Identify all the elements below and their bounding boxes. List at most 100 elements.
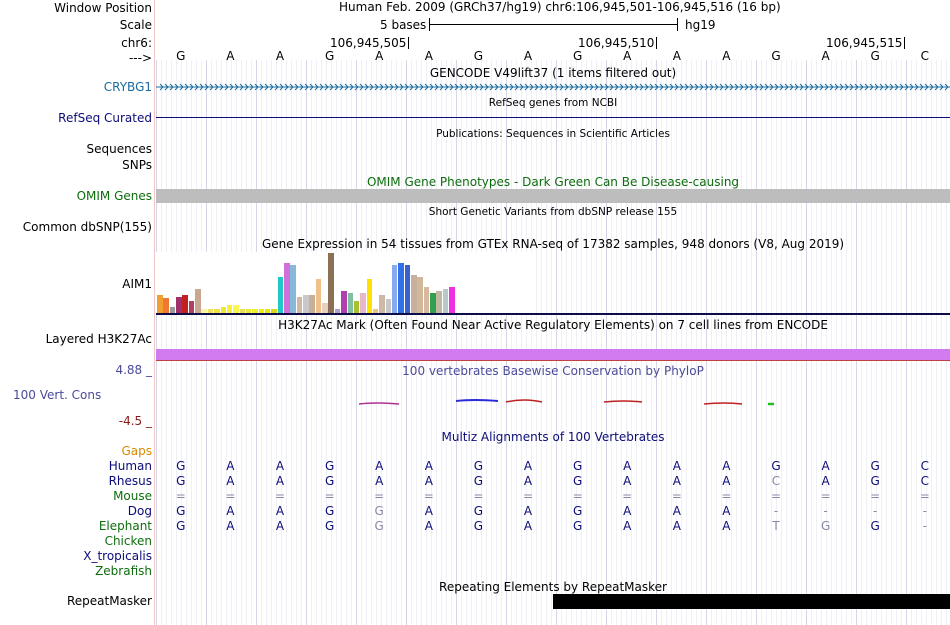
- species-label[interactable]: Elephant: [98, 519, 152, 533]
- gtex-tissue-bar[interactable]: [188, 301, 195, 313]
- gtex-tissue-bar[interactable]: [322, 303, 328, 313]
- gtex-gene-label[interactable]: AIM1: [122, 277, 152, 291]
- gtex-tissue-bar[interactable]: [341, 291, 347, 313]
- gtex-tissue-bar[interactable]: [404, 265, 411, 313]
- grid-line: [756, 60, 757, 625]
- scale-bar-right-tick: [677, 18, 678, 31]
- species-label[interactable]: Zebrafish: [95, 564, 152, 578]
- gtex-tissue-bar[interactable]: [277, 277, 284, 313]
- species-label[interactable]: Human: [108, 459, 152, 473]
- repeatmasker-label[interactable]: RepeatMasker: [66, 594, 152, 608]
- gencode-gene-label[interactable]: CRYBG1: [103, 80, 152, 94]
- gtex-tissue-bar[interactable]: [284, 263, 290, 313]
- h3k27ac-signal[interactable]: [156, 349, 950, 360]
- repeatmasker-track-title: Repeating Elements by RepeatMasker: [439, 580, 667, 594]
- aligned-base: G: [870, 519, 880, 533]
- gtex-tissue-bar[interactable]: [436, 291, 442, 313]
- window-position-label: Window Position: [54, 1, 152, 15]
- gtex-tissue-bar[interactable]: [353, 301, 360, 313]
- gtex-tissue-bar[interactable]: [430, 293, 436, 313]
- gtex-tissue-bar[interactable]: [366, 279, 373, 313]
- gtex-tissue-bar[interactable]: [252, 309, 258, 313]
- pubs-label-snps[interactable]: SNPs: [122, 158, 152, 172]
- grid-line: [666, 60, 667, 625]
- grid-line: [581, 60, 582, 625]
- gtex-tissue-bar[interactable]: [195, 289, 201, 313]
- gtex-expression-chart[interactable]: [156, 252, 536, 313]
- gtex-tissue-bar[interactable]: [360, 293, 366, 313]
- gtex-tissue-bar[interactable]: [309, 295, 315, 313]
- gtex-tissue-bar[interactable]: [423, 287, 430, 313]
- reference-base: G: [572, 49, 583, 63]
- gaps-label[interactable]: Gaps: [121, 444, 152, 458]
- scale-text: 5 bases: [380, 18, 427, 32]
- aligned-base: G: [473, 474, 484, 488]
- gtex-tissue-bar[interactable]: [417, 277, 423, 313]
- gtex-tissue-bar[interactable]: [290, 265, 296, 313]
- aligned-base: A: [523, 474, 533, 488]
- repeatmasker-feature[interactable]: [553, 594, 950, 609]
- species-label[interactable]: Rhesus: [108, 474, 152, 488]
- gtex-tissue-bar[interactable]: [449, 287, 455, 313]
- grid-line: [256, 60, 257, 625]
- grid-line: [776, 60, 777, 625]
- label-separator: [154, 0, 155, 625]
- gtex-tissue-bar[interactable]: [271, 309, 277, 313]
- gtex-tissue-bar[interactable]: [163, 298, 169, 313]
- grid-line: [941, 60, 942, 625]
- gtex-tissue-bar[interactable]: [385, 299, 392, 313]
- dbsnp-label[interactable]: Common dbSNP(155): [22, 220, 152, 234]
- gtex-tissue-bar[interactable]: [258, 309, 265, 313]
- species-label[interactable]: Dog: [127, 504, 152, 518]
- gtex-tissue-bar[interactable]: [245, 309, 252, 313]
- gtex-tissue-bar[interactable]: [328, 253, 334, 313]
- grid-line: [456, 60, 457, 625]
- phylop-label[interactable]: 100 Vert. Cons: [13, 388, 102, 402]
- gtex-tissue-bar[interactable]: [182, 295, 188, 313]
- gtex-tissue-bar[interactable]: [411, 275, 417, 313]
- grid-line: [196, 60, 197, 625]
- refseq-gene-line[interactable]: [156, 117, 950, 118]
- gtex-tissue-bar[interactable]: [233, 305, 239, 313]
- grid-line: [786, 60, 787, 625]
- grid-line: [191, 60, 192, 625]
- aligned-base: A: [275, 519, 285, 533]
- gtex-tissue-bar[interactable]: [264, 309, 271, 313]
- grid-line: [566, 60, 567, 625]
- gtex-tissue-bar[interactable]: [220, 307, 226, 313]
- gtex-tissue-bar[interactable]: [372, 309, 379, 313]
- pubs-label-sequences[interactable]: Sequences: [86, 142, 152, 156]
- gencode-gene-feature[interactable]: [156, 81, 950, 93]
- gtex-tissue-bar[interactable]: [176, 297, 182, 313]
- aligned-base: =: [522, 489, 534, 503]
- gtex-tissue-bar[interactable]: [303, 295, 309, 313]
- gtex-tissue-bar[interactable]: [201, 309, 207, 313]
- coord-tick-3: 106,945,515: [826, 36, 906, 50]
- aligned-base: =: [572, 489, 583, 503]
- gtex-tissue-bar[interactable]: [207, 309, 214, 313]
- omim-label[interactable]: OMIM Genes: [76, 189, 152, 203]
- gtex-tissue-bar[interactable]: [226, 305, 233, 313]
- grid-line: [946, 60, 947, 625]
- species-label[interactable]: Chicken: [104, 534, 152, 548]
- phylop-track-title: 100 vertebrates Basewise Conservation by…: [402, 364, 704, 378]
- gtex-tissue-bar[interactable]: [169, 307, 176, 313]
- phylop-signal[interactable]: [156, 395, 950, 411]
- gtex-tissue-bar[interactable]: [157, 295, 163, 313]
- species-label[interactable]: X_tropicalis: [83, 549, 152, 563]
- refseq-label[interactable]: RefSeq Curated: [58, 111, 152, 125]
- gtex-tissue-bar[interactable]: [442, 289, 449, 313]
- gtex-tissue-bar[interactable]: [334, 309, 341, 313]
- gtex-tissue-bar[interactable]: [379, 295, 385, 313]
- gtex-tissue-bar[interactable]: [315, 279, 322, 313]
- omim-feature-bar[interactable]: [156, 189, 950, 203]
- species-label[interactable]: Mouse: [113, 489, 152, 503]
- grid-line: [511, 60, 512, 625]
- gtex-tissue-bar[interactable]: [296, 297, 303, 313]
- gtex-tissue-bar[interactable]: [214, 309, 220, 313]
- gtex-tissue-bar[interactable]: [239, 309, 246, 313]
- gtex-tissue-bar[interactable]: [347, 293, 353, 313]
- gtex-tissue-bar[interactable]: [391, 265, 398, 313]
- gtex-tissue-bar[interactable]: [398, 263, 404, 313]
- h3k27ac-label[interactable]: Layered H3K27Ac: [45, 332, 152, 346]
